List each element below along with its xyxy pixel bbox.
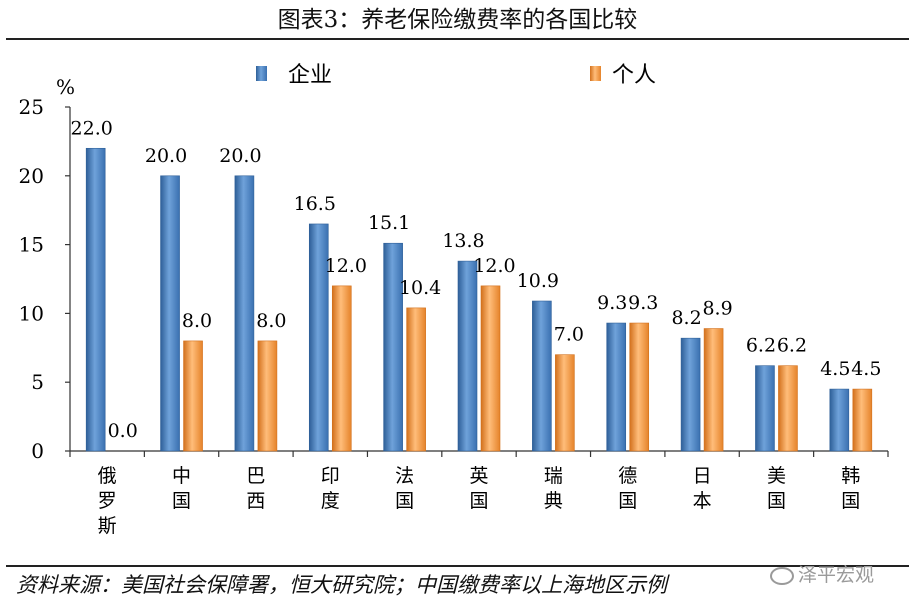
bar-enterprise [308, 223, 329, 452]
data-label-enterprise: 13.8 [442, 230, 484, 252]
bar-enterprise [383, 242, 403, 452]
x-tick-label: 美国 [767, 465, 786, 512]
data-label-individual: 12.0 [473, 255, 515, 277]
bar-individual [778, 365, 798, 452]
chart-title: 图表3：养老保险缴费率的各国比较 [277, 7, 638, 33]
bar-enterprise [234, 175, 255, 452]
bar-individual [406, 307, 426, 452]
legend-label-individual: 个人 [612, 63, 656, 88]
data-label-enterprise: 10.9 [517, 270, 559, 292]
data-label-enterprise: 15.1 [368, 212, 410, 234]
bar-enterprise [829, 388, 850, 452]
x-tick-label: 瑞典 [544, 465, 563, 512]
bar-individual [183, 340, 203, 452]
bars [85, 147, 873, 452]
bar-enterprise [532, 300, 552, 452]
legend-swatch-individual [590, 66, 601, 81]
data-label-enterprise: 9.3 [597, 292, 627, 314]
bar-enterprise [680, 337, 701, 452]
y-tick-label: 20 [19, 164, 44, 188]
bar-chart: 0 5 10 15 20 25 俄罗斯 中国 巴西 印度 法国 英国 瑞典 德国 日本 美国 韩国 22.0 20… [19, 63, 889, 537]
watermark: 泽平宏观 [770, 560, 874, 587]
y-tick-label: 5 [31, 370, 44, 394]
bar-individual [555, 354, 575, 452]
data-label-individual: 8.0 [182, 310, 212, 332]
data-label-enterprise: 20.0 [145, 145, 187, 167]
x-tick-label: 韩国 [841, 465, 860, 512]
x-tick-label: 法国 [395, 465, 414, 512]
data-label-enterprise: 20.0 [219, 145, 261, 167]
data-label-enterprise: 6.2 [746, 335, 776, 357]
chat-bubble-icon [770, 566, 794, 585]
data-label-individual: 12.0 [325, 255, 367, 277]
data-label-enterprise: 8.2 [671, 307, 701, 329]
top-rule [6, 38, 909, 40]
x-tick-label: 日本 [693, 465, 712, 512]
data-label-individual: 7.0 [554, 324, 584, 346]
bar-enterprise [160, 175, 180, 452]
bar-individual [257, 340, 278, 452]
data-label-individual: 6.2 [777, 335, 807, 357]
data-label-individual: 8.0 [256, 310, 286, 332]
y-tick-label: 15 [19, 233, 44, 257]
data-labels: 22.0 20.0 20.0 16.5 15.1 13.8 10.9 9.3 8.2 6.2 4.5… [71, 117, 882, 442]
y-tick-label: 10 [19, 301, 44, 325]
bar-enterprise [457, 260, 478, 452]
data-label-individual: 0.0 [108, 420, 138, 442]
x-tick-label: 英国 [469, 465, 488, 512]
bar-enterprise [85, 147, 106, 452]
y-axis-unit: % [56, 75, 75, 99]
data-label-enterprise: 16.5 [294, 193, 336, 215]
x-tick-label: 印度 [321, 465, 340, 512]
data-label-individual: 4.5 [851, 358, 881, 380]
x-tick-label: 中国 [172, 465, 191, 512]
bar-individual [480, 285, 501, 452]
bar-individual [703, 328, 724, 452]
legend-label-enterprise: 企业 [288, 63, 332, 88]
axes: 0 5 10 15 20 25 俄罗斯 中国 巴西 印度 法国 英国 瑞典 德国 日本 美国 韩国 [19, 95, 889, 537]
data-label-individual: 9.3 [628, 292, 658, 314]
bar-individual [852, 388, 873, 452]
data-label-individual: 8.9 [702, 298, 732, 320]
data-label-individual: 10.4 [399, 277, 441, 299]
bottom-rule [6, 565, 909, 567]
x-tick-label: 德国 [618, 465, 637, 512]
source-note: 资料来源：美国社会保障署，恒大研究院；中国缴费率以上海地区示例 [16, 573, 667, 597]
bar-individual [629, 322, 650, 452]
bar-enterprise [755, 365, 775, 452]
watermark-text: 泽平宏观 [798, 564, 875, 586]
x-tick-label: 俄罗斯 [98, 465, 117, 537]
bar-enterprise [606, 322, 627, 452]
x-tick-label: 巴西 [246, 465, 265, 512]
legend: 企业 个人 [256, 63, 656, 88]
bar-individual [331, 285, 352, 452]
data-label-enterprise: 4.5 [820, 358, 850, 380]
data-label-enterprise: 22.0 [71, 117, 113, 139]
legend-swatch-enterprise [256, 66, 267, 81]
y-tick-label: 0 [31, 439, 44, 463]
y-tick-label: 25 [19, 95, 44, 119]
